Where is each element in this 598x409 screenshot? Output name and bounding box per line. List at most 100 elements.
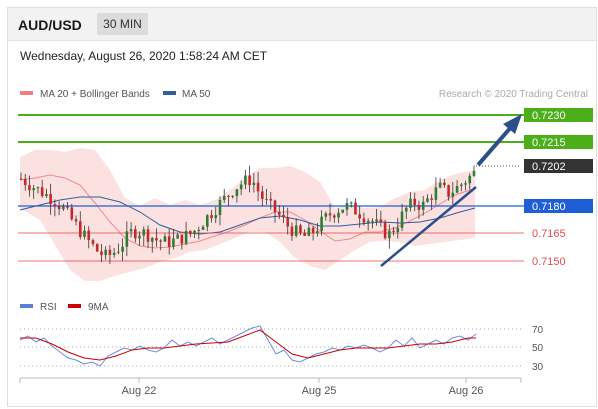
candle-body: [383, 222, 387, 239]
candle-body: [396, 227, 400, 232]
pivot-label: 0.7180: [532, 201, 566, 213]
candle-body: [142, 229, 146, 236]
candle-body: [455, 186, 459, 193]
support-label: 0.7165: [532, 228, 566, 240]
candle-body: [112, 252, 116, 255]
candle-body: [117, 251, 120, 253]
candle-body: [167, 236, 171, 247]
candle-body: [256, 182, 260, 192]
ma20-legend-swatch: [20, 91, 33, 95]
target-arrow-shaft: [476, 124, 514, 167]
candle-body: [23, 178, 27, 186]
candle-body: [443, 182, 446, 186]
candle-body: [189, 230, 192, 235]
candle-body: [104, 249, 107, 256]
candle-body: [421, 201, 425, 210]
candle-body: [379, 219, 383, 223]
candle-body: [400, 211, 404, 228]
rsi-legend-label: RSI: [40, 302, 57, 313]
ma50-legend-label: MA 50: [182, 89, 211, 100]
candle-body: [197, 229, 201, 231]
candle-body: [303, 232, 306, 236]
candle-body: [269, 198, 273, 201]
candle-body: [227, 195, 230, 197]
candle-body: [176, 234, 179, 239]
rsi-line: [19, 325, 477, 367]
candle-body: [155, 237, 158, 241]
ma20-legend-label: MA 20 + Bollinger Bands: [40, 89, 150, 100]
candle-body: [184, 230, 188, 244]
candle-body: [83, 230, 86, 237]
candle-body: [150, 237, 154, 242]
candle-body: [125, 231, 129, 247]
candle-body: [261, 191, 264, 199]
candle-body: [328, 213, 332, 216]
candle-body: [138, 235, 141, 239]
candle-body: [307, 227, 311, 236]
candle-body: [282, 214, 285, 218]
ma50-legend-swatch: [163, 91, 176, 95]
candle-body: [159, 240, 163, 242]
chart-datetime: Wednesday, August 26, 2020 1:58:24 AM CE…: [20, 49, 268, 63]
candle-body: [57, 205, 61, 210]
candle-body: [205, 215, 209, 227]
candle-body: [62, 206, 65, 210]
candle-body: [40, 187, 44, 197]
candle-body: [222, 195, 226, 200]
candle-body: [74, 219, 78, 222]
candle-body: [201, 226, 205, 230]
x-tick-labels: Aug 22 Aug 25 Aug 26: [122, 378, 484, 397]
candle-body: [210, 215, 213, 219]
candle-body: [100, 251, 103, 256]
resistance-label: 0.7215: [532, 137, 566, 149]
candle-body: [345, 202, 349, 210]
resistance-tag: [524, 108, 593, 122]
candle-body: [163, 236, 167, 242]
x-tick-label: Aug 26: [449, 385, 484, 397]
candle-body: [235, 189, 239, 196]
symbol-title: AUD/USD: [18, 17, 82, 33]
target-arrow-head: [503, 114, 522, 134]
candle-body: [214, 215, 218, 219]
candle-body: [252, 182, 256, 186]
candle-body: [28, 185, 31, 191]
candle-body: [468, 175, 472, 184]
candle-body: [70, 207, 74, 220]
candle-body: [45, 194, 48, 197]
current-price-tag: [524, 159, 593, 173]
candle-body: [273, 200, 277, 213]
candle-body: [248, 175, 251, 186]
x-tick-label: Aug 25: [302, 385, 337, 397]
candle-body: [337, 212, 340, 218]
candle-body: [464, 183, 467, 185]
rsi-level-label: 30: [532, 362, 544, 373]
current-price-label: 0.7202: [532, 161, 566, 173]
candle-body: [134, 229, 137, 239]
candle-body: [316, 231, 319, 234]
candles: [19, 165, 476, 264]
candle-body: [375, 219, 378, 222]
ma9-legend-swatch: [68, 304, 81, 308]
bollinger-band: [20, 148, 475, 281]
candle-body: [349, 202, 353, 204]
candle-body: [417, 204, 421, 210]
candle-body: [239, 184, 243, 190]
rsi-ma9-line: [20, 329, 476, 361]
candle-body: [108, 249, 112, 255]
candle-body: [426, 198, 429, 202]
rsi-level-label: 50: [532, 343, 544, 354]
candle-body: [87, 230, 91, 241]
candle-body: [371, 220, 374, 222]
rsi-levels: 70 50 30: [20, 325, 544, 373]
candle-body: [78, 221, 82, 237]
candle-body: [121, 246, 124, 252]
candle-body: [459, 184, 463, 187]
candle-body: [218, 199, 222, 216]
candle-body: [354, 202, 357, 215]
candle-body: [294, 225, 298, 236]
candle-body: [388, 230, 391, 239]
candle-body: [286, 217, 290, 227]
timeframe-badge[interactable]: 30 MIN: [97, 13, 148, 35]
candle-body: [49, 194, 52, 205]
